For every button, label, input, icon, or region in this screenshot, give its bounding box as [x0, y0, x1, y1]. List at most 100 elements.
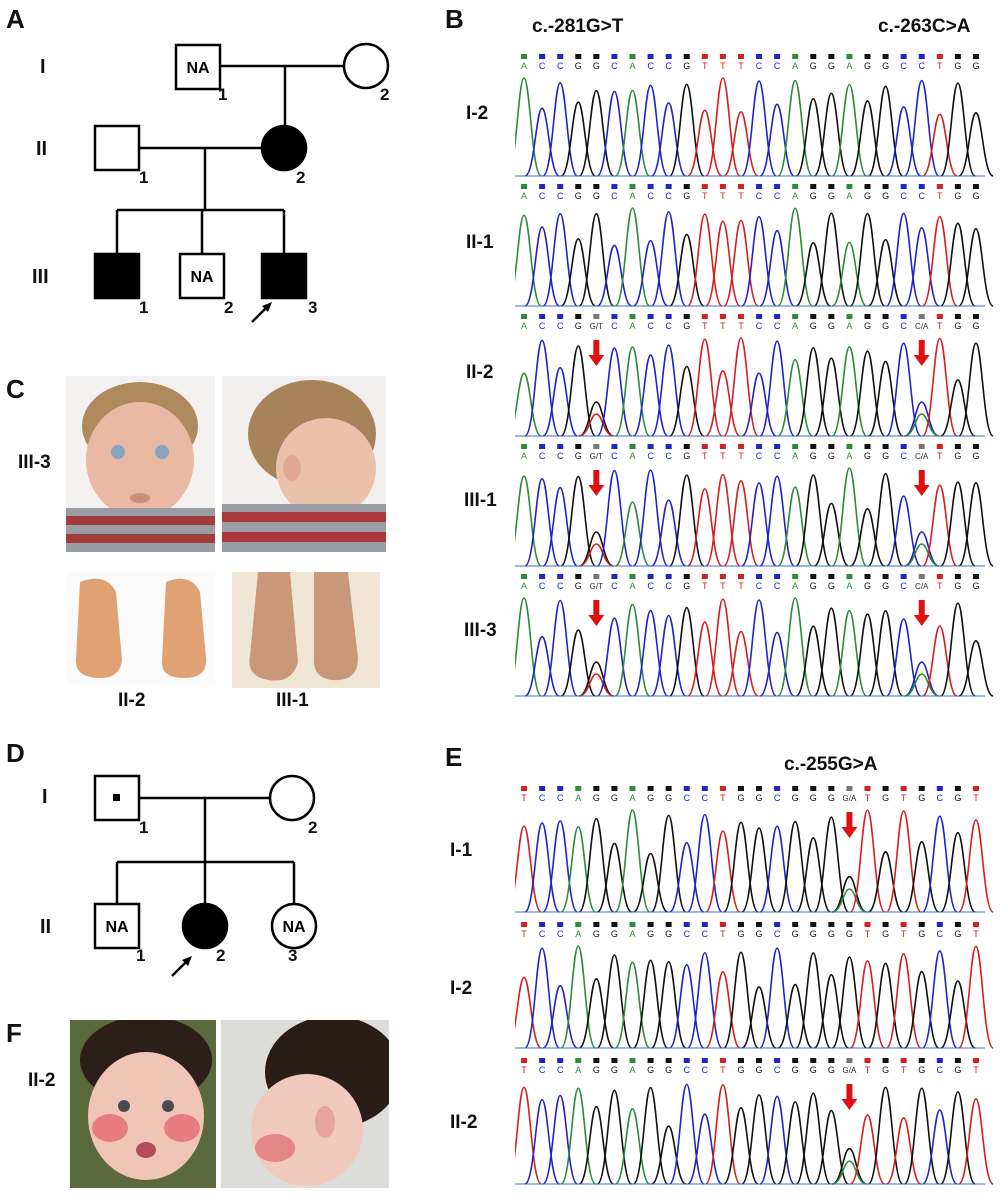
base-tick — [575, 54, 582, 59]
base-call: A — [846, 191, 852, 201]
peak-C — [759, 947, 796, 1049]
base-call: A — [575, 793, 581, 803]
base-call: C — [683, 793, 690, 803]
base-call: G — [683, 581, 690, 591]
peak-C — [759, 825, 796, 913]
peak-T — [704, 370, 741, 437]
peak-A — [777, 79, 814, 177]
base-tick — [575, 184, 582, 189]
base-tick — [756, 54, 763, 59]
base-tick — [539, 184, 546, 189]
female-individual-d-ii3 — [270, 902, 318, 950]
base-call: C — [539, 61, 546, 71]
base-tick — [846, 786, 853, 791]
number-ii1: 1 — [139, 168, 149, 187]
peak-G — [668, 83, 705, 177]
base-tick — [828, 1058, 835, 1063]
peak-G — [650, 814, 687, 913]
peak-C — [632, 609, 669, 697]
base-call: G — [575, 451, 582, 461]
peak-G — [632, 1086, 669, 1185]
peak-G — [849, 613, 886, 697]
base-tick — [954, 922, 961, 927]
base-tick — [900, 1058, 907, 1063]
base-tick — [701, 444, 708, 449]
peak-T — [515, 1086, 542, 1185]
base-call: C — [557, 581, 564, 591]
peak-G — [723, 821, 759, 913]
base-tick — [954, 54, 961, 59]
base-tick — [557, 574, 564, 579]
base-call: G — [810, 321, 817, 331]
base-call: C — [665, 61, 672, 71]
peak-A — [904, 543, 940, 567]
peak-C — [759, 103, 796, 177]
base-call: G — [810, 581, 817, 591]
base-call: G/T — [590, 322, 603, 331]
base-call: G — [828, 793, 835, 803]
peak-T — [687, 109, 723, 177]
affected-female-d-ii2 — [181, 902, 229, 950]
base-call: A — [629, 191, 635, 201]
base-tick — [774, 786, 781, 791]
base-call: G — [954, 929, 961, 939]
peak-C — [903, 227, 940, 307]
peak-G — [867, 1086, 904, 1185]
base-tick — [575, 1058, 582, 1063]
base-call: T — [901, 1065, 907, 1075]
base-tick — [683, 444, 690, 449]
base-tick — [647, 1058, 654, 1063]
na-label-iii2: NA — [190, 269, 214, 286]
base-call: G — [954, 581, 961, 591]
base-call: G/A — [843, 1066, 857, 1075]
base-call: T — [865, 929, 871, 939]
peak-T — [578, 413, 614, 437]
base-tick — [846, 444, 853, 449]
peak-G — [669, 365, 705, 437]
base-call: G — [954, 321, 961, 331]
base-call: C — [665, 581, 672, 591]
base-tick — [557, 184, 564, 189]
peak-G — [795, 625, 831, 697]
peak-G — [958, 111, 994, 177]
base-call: A — [521, 581, 527, 591]
peak-C — [650, 211, 687, 307]
generation-label-i: I — [40, 56, 46, 78]
feet-photo-iii1 — [232, 572, 380, 688]
base-tick — [647, 922, 654, 927]
peak-G — [650, 960, 687, 1049]
base-call: C — [774, 61, 781, 71]
base-tick — [557, 54, 564, 59]
base-call: G — [593, 1065, 600, 1075]
base-tick — [611, 314, 618, 319]
peak-G — [578, 212, 615, 307]
base-tick — [719, 786, 726, 791]
peak-G — [777, 820, 814, 913]
base-tick — [918, 184, 925, 189]
base-call: G — [575, 61, 582, 71]
base-call: C — [557, 929, 564, 939]
base-call: A — [846, 61, 852, 71]
male-individual-d-ii1 — [93, 902, 141, 950]
base-tick — [756, 786, 763, 791]
peak-G — [578, 661, 614, 697]
peak-G — [813, 92, 850, 177]
base-call: G — [792, 793, 799, 803]
peak-G — [795, 952, 832, 1049]
base-call: C/A — [915, 452, 929, 461]
base-call: T — [702, 581, 708, 591]
base-call: C — [774, 451, 781, 461]
base-call: T — [738, 451, 744, 461]
base-tick — [611, 786, 618, 791]
base-tick — [774, 444, 781, 449]
peak-C — [686, 813, 723, 913]
base-tick — [936, 574, 943, 579]
peak-C — [650, 102, 687, 177]
peak-G — [867, 610, 904, 697]
base-call: G — [575, 191, 582, 201]
trace-b-5: A C C G G/T C A C C G T T T C C A G G A G G C C/A T G G — [515, 574, 994, 697]
base-call: C — [539, 929, 546, 939]
base-tick — [792, 1058, 799, 1063]
peak-T — [849, 960, 886, 1049]
base-tick — [882, 1058, 889, 1063]
